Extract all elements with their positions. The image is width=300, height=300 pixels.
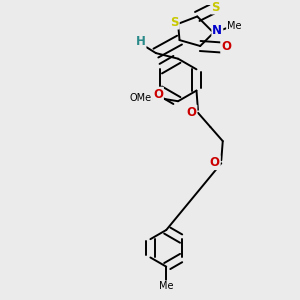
Text: S: S	[212, 1, 220, 13]
Text: S: S	[170, 16, 179, 28]
Text: N: N	[212, 24, 222, 38]
Text: O: O	[153, 88, 163, 100]
Text: O: O	[210, 156, 220, 169]
Text: Me: Me	[159, 281, 173, 291]
Text: Me: Me	[227, 21, 242, 31]
Text: O: O	[221, 40, 231, 53]
Text: OMe: OMe	[129, 93, 151, 103]
Text: H: H	[136, 35, 146, 48]
Text: O: O	[187, 106, 196, 119]
